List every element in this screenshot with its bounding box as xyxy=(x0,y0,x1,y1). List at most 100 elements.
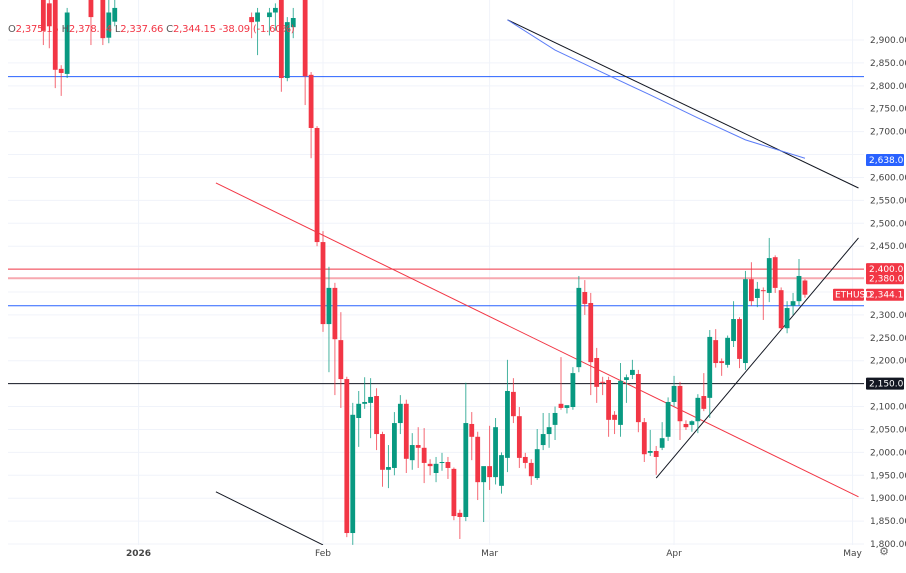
symbol-badge-text: ETHUSD xyxy=(835,291,872,301)
y-axis-label: 1,950.00 xyxy=(870,471,906,481)
price-badge-text: 2,344.15 xyxy=(869,291,906,301)
candle xyxy=(588,292,594,396)
candle-body xyxy=(380,434,385,470)
y-axis-label: 2,100.00 xyxy=(870,403,906,413)
candle xyxy=(362,377,368,409)
y-axis-label: 2,300.00 xyxy=(870,311,906,321)
x-axis-label: 2026 xyxy=(126,549,151,559)
candle-body xyxy=(326,287,332,325)
candle-body xyxy=(671,385,677,402)
candle-body xyxy=(612,414,617,420)
candle-body xyxy=(457,512,463,517)
candle-body xyxy=(606,379,611,420)
candle-body xyxy=(392,423,397,468)
candle xyxy=(320,231,326,332)
candle xyxy=(338,312,344,408)
candle-body xyxy=(760,290,766,292)
candle-body xyxy=(302,0,308,77)
candle-body xyxy=(273,7,278,13)
candle xyxy=(653,445,659,475)
candle xyxy=(386,445,391,489)
y-axis-label: 1,850.00 xyxy=(870,517,906,527)
candle xyxy=(713,329,719,368)
trend-line xyxy=(215,491,324,545)
candle xyxy=(267,7,272,36)
candle xyxy=(332,282,338,396)
candle-body xyxy=(618,380,623,425)
candle xyxy=(778,287,784,331)
candle xyxy=(671,375,677,407)
y-axis-label: 2,800.00 xyxy=(870,82,906,92)
y-axis-label: 2,250.00 xyxy=(870,334,906,344)
candle-body xyxy=(564,405,570,408)
candle-body xyxy=(796,275,802,302)
candle-body xyxy=(451,468,457,517)
candle-body xyxy=(46,3,52,27)
candle-body xyxy=(386,467,391,470)
candle-body xyxy=(469,423,475,437)
candle xyxy=(445,456,451,479)
candle xyxy=(754,281,760,308)
price-badge xyxy=(866,272,904,285)
candle xyxy=(487,425,492,490)
candle-body xyxy=(534,449,540,479)
candle-body xyxy=(356,403,362,419)
candle-body xyxy=(308,74,314,128)
candle xyxy=(475,431,481,501)
y-axis-label: 2,900.00 xyxy=(870,36,906,46)
candle xyxy=(749,262,754,306)
candle-body xyxy=(374,396,379,435)
plot-area xyxy=(8,0,864,545)
candle xyxy=(427,459,433,476)
candle xyxy=(612,411,617,435)
candle xyxy=(647,429,653,457)
candle xyxy=(790,292,796,315)
candle-body xyxy=(88,0,94,18)
x-axis-label: Feb xyxy=(315,549,331,559)
candle xyxy=(290,7,296,39)
candle-body xyxy=(284,22,290,79)
price-badge-text: 2,150.00 xyxy=(869,380,906,390)
change-value: -38.09 (-1.60%) xyxy=(218,24,295,35)
y-axis-label: 2,000.00 xyxy=(870,448,906,458)
candle xyxy=(439,452,445,471)
candle xyxy=(511,378,516,424)
candle xyxy=(731,301,736,347)
y-axis-label: 2,200.00 xyxy=(870,357,906,367)
candle xyxy=(802,279,808,298)
candle-body xyxy=(475,436,481,483)
candle xyxy=(463,382,469,522)
price-badge xyxy=(866,154,904,167)
candle-body xyxy=(516,416,522,458)
candle xyxy=(624,374,629,403)
open-value: 2,375.15 xyxy=(15,24,59,35)
y-axis-label: 2,750.00 xyxy=(870,105,906,115)
candle xyxy=(493,418,498,485)
candle-body xyxy=(427,463,433,467)
candle xyxy=(772,255,778,293)
price-badge-text: 2,380.00 xyxy=(869,274,906,284)
candle-body xyxy=(749,279,754,302)
candle-body xyxy=(481,466,487,483)
candle-body xyxy=(112,7,118,22)
candle-body xyxy=(403,403,409,459)
candle-body xyxy=(701,396,707,409)
x-axis-label: Apr xyxy=(666,549,682,559)
candle xyxy=(457,509,463,539)
candle-body xyxy=(546,427,552,435)
gear-icon[interactable]: ⚙ xyxy=(879,546,889,558)
candle xyxy=(760,287,766,320)
moving-average-line xyxy=(507,19,806,159)
candle-body xyxy=(332,287,338,340)
candle-body xyxy=(487,466,492,478)
price-badge xyxy=(866,377,904,390)
low-value: 2,337.66 xyxy=(120,24,164,35)
candle-body xyxy=(725,337,730,365)
candle-body xyxy=(255,12,260,22)
candle-body xyxy=(576,287,582,368)
y-axis-label: 1,800.00 xyxy=(870,540,906,550)
candle xyxy=(618,363,623,437)
candle-body xyxy=(713,340,719,364)
candle-body xyxy=(778,290,784,329)
